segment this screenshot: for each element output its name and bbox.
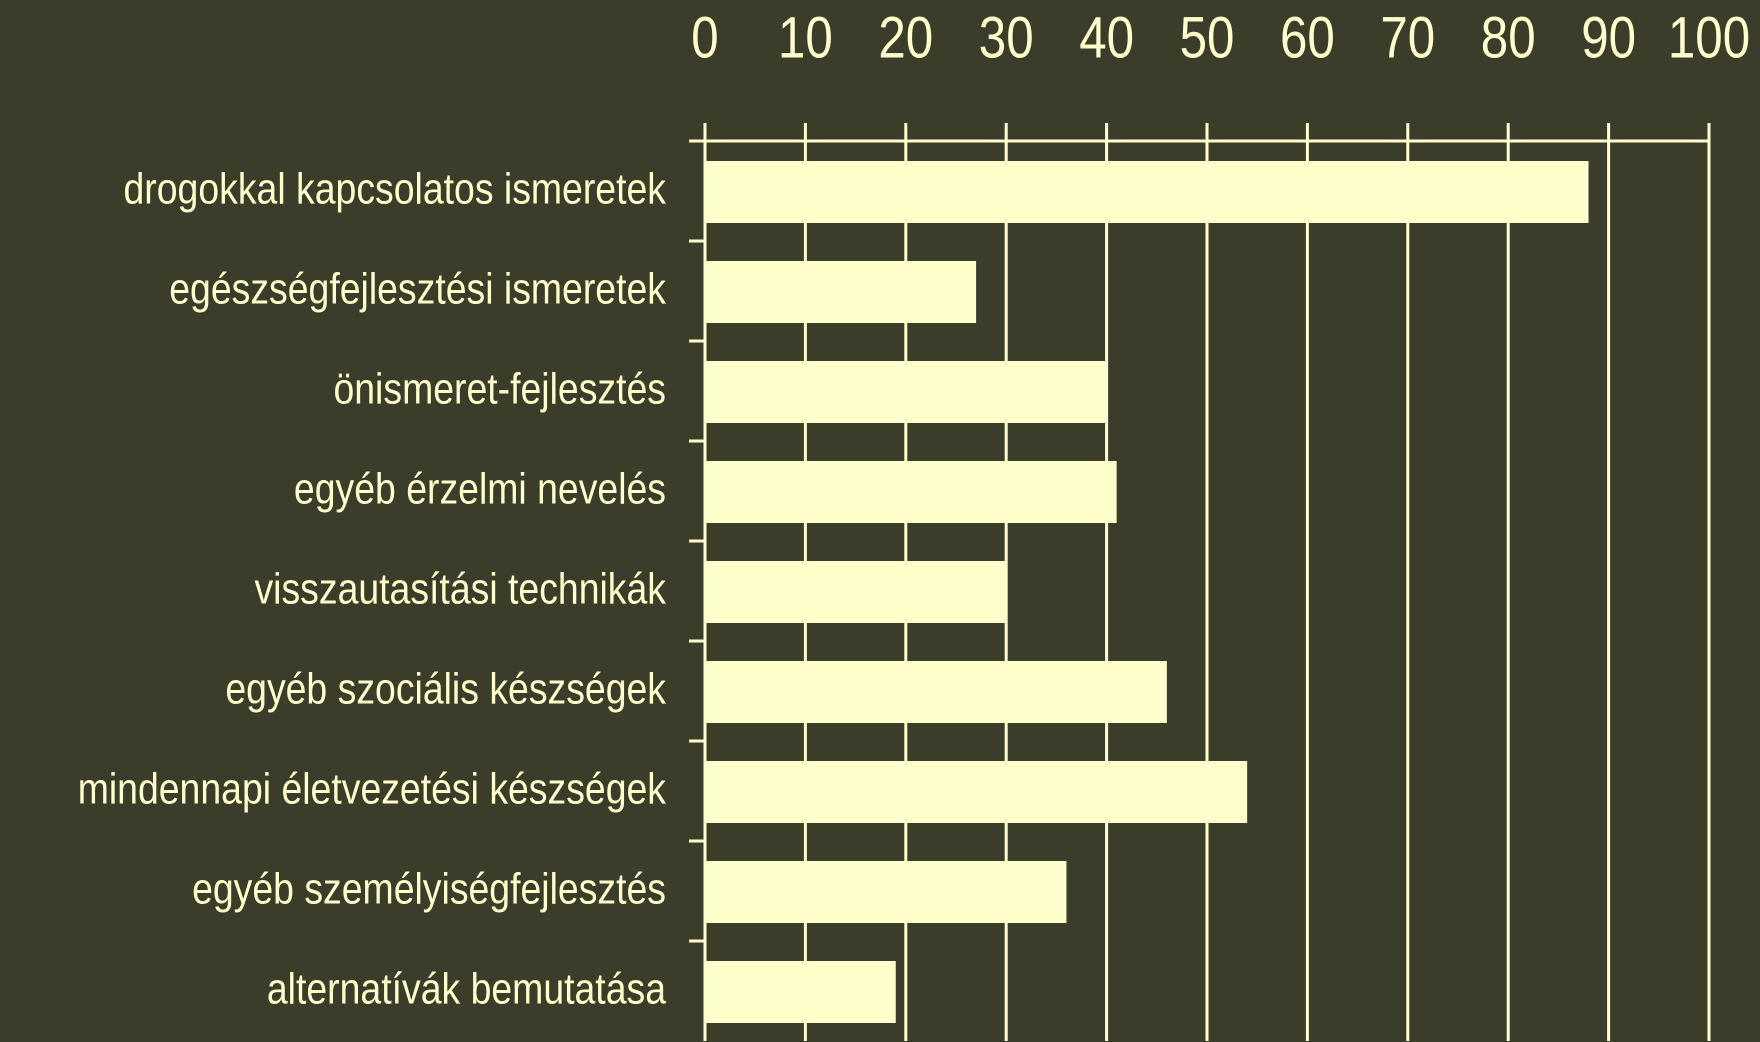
x-tick-label: 30 xyxy=(979,6,1034,71)
bar xyxy=(705,261,977,323)
bar xyxy=(705,861,1067,923)
x-tick-label: 100 xyxy=(1668,6,1750,71)
y-tick-label: önismeret-fejlesztés xyxy=(333,364,666,414)
x-tick-label: 40 xyxy=(1079,6,1134,71)
bar xyxy=(705,761,1248,823)
y-tick-label: drogokkal kapcsolatos ismeretek xyxy=(124,164,667,214)
x-tick-label: 20 xyxy=(878,6,933,71)
x-tick-label: 80 xyxy=(1481,6,1536,71)
x-tick-label: 60 xyxy=(1280,6,1335,71)
bar xyxy=(705,461,1117,523)
y-tick-label: alternatívák bemutatása xyxy=(267,964,666,1014)
bar xyxy=(705,561,1007,623)
y-tick-label: mindennapi életvezetési készségek xyxy=(78,764,667,814)
bar xyxy=(705,361,1107,423)
y-tick-label: egyéb személyiségfejlesztés xyxy=(192,864,666,914)
y-tick-label: egyéb érzelmi nevelés xyxy=(294,464,666,514)
y-tick-label: visszautasítási technikák xyxy=(254,564,666,614)
y-tick-label: egyéb szociális készségek xyxy=(225,664,666,714)
bar xyxy=(705,661,1167,723)
bar xyxy=(705,161,1589,223)
bar xyxy=(705,961,896,1023)
x-tick-label: 70 xyxy=(1380,6,1435,71)
y-tick-label: egészségfejlesztési ismeretek xyxy=(169,264,666,314)
x-tick-label: 10 xyxy=(778,6,833,71)
x-tick-label: 50 xyxy=(1180,6,1235,71)
x-tick-label: 90 xyxy=(1581,6,1636,71)
x-tick-label: 0 xyxy=(691,6,718,71)
